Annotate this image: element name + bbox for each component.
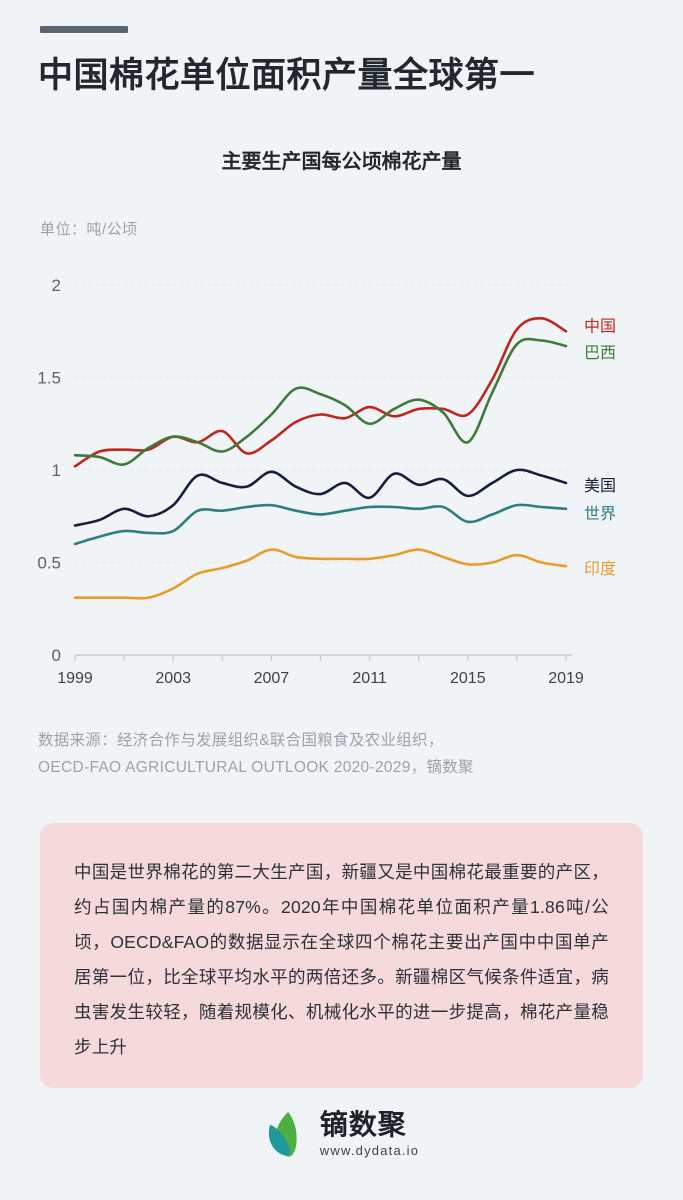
leaf-teal-shape bbox=[268, 1125, 291, 1156]
series-line-美国 bbox=[73, 468, 568, 527]
series-label-巴西: 巴西 bbox=[584, 345, 616, 362]
series-label-印度: 印度 bbox=[584, 560, 616, 578]
y-axis-tick-label: 1.5 bbox=[37, 369, 61, 388]
footer-logo[interactable]: 镝数聚 www.dydata.io bbox=[0, 1108, 683, 1160]
chart-subtitle: 主要生产国每公顷棉花产量 bbox=[221, 151, 462, 173]
x-axis-tick-label: 1999 bbox=[57, 670, 93, 687]
series-line-世界 bbox=[73, 503, 568, 546]
series-line-巴西 bbox=[73, 337, 568, 466]
leaf-logo-icon bbox=[264, 1108, 310, 1160]
series-line-中国 bbox=[73, 316, 568, 468]
line-chart: 0 0.5 1 1.5 2 1999 2003 2007 2011 2015 2019 中国巴西美国世… bbox=[0, 262, 683, 692]
x-axis-tick-label: 2003 bbox=[155, 670, 191, 687]
x-axis-tick-label: 2019 bbox=[548, 670, 584, 687]
y-axis-tick-label: 2 bbox=[52, 276, 61, 295]
data-source-line-1: 数据来源：经济合作与发展组织&联合国粮食及农业组织， bbox=[38, 732, 444, 749]
title-accent-bar bbox=[40, 26, 128, 33]
y-axis-tick-label: 1 bbox=[52, 461, 61, 480]
data-source-line-2: OECD-FAO AGRICULTURAL OUTLOOK 2020-2029，… bbox=[38, 758, 474, 776]
logo-brand-name: 镝数聚 bbox=[319, 1109, 407, 1140]
x-axis-tick-label: 2011 bbox=[352, 670, 387, 687]
data-source: 数据来源：经济合作与发展组织&联合国粮食及农业组织， OECD-FAO AGRI… bbox=[38, 728, 658, 781]
logo-text: 镝数聚 www.dydata.io bbox=[319, 1109, 420, 1158]
series-label-美国: 美国 bbox=[584, 477, 616, 495]
x-axis-tick-label: 2015 bbox=[450, 670, 486, 687]
summary-text: 中国是世界棉花的第二大生产国，新疆又是中国棉花最重要的产区，约占国内棉产量的87… bbox=[74, 862, 609, 1057]
series-label-世界: 世界 bbox=[584, 505, 616, 523]
series-line-印度 bbox=[73, 548, 568, 600]
y-axis-tick-label: 0.5 bbox=[37, 554, 61, 573]
series-label-中国: 中国 bbox=[584, 317, 616, 335]
chart-svg: 0 0.5 1 1.5 2 1999 2003 2007 2011 2015 2019 中国巴西美国世… bbox=[37, 276, 616, 687]
logo-website-url: www.dydata.io bbox=[319, 1143, 420, 1158]
summary-card: 中国是世界棉花的第二大生产国，新疆又是中国棉花最重要的产区，约占国内棉产量的87… bbox=[40, 823, 643, 1088]
y-axis-tick-label: 0 bbox=[52, 646, 61, 665]
chart-unit-label: 单位：吨/公顷 bbox=[40, 221, 138, 238]
page-title: 中国棉花单位面积产量全球第一 bbox=[38, 56, 536, 95]
x-axis-tick-label: 2007 bbox=[254, 670, 290, 687]
leaf-icon-svg bbox=[268, 1112, 297, 1157]
